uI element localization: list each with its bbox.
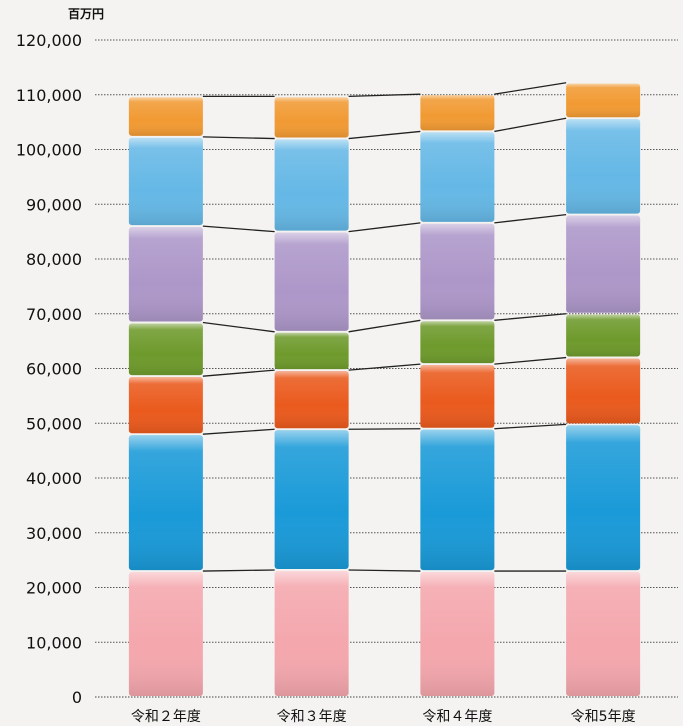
connector-line <box>348 363 421 371</box>
y-tick-label: 110,000 <box>16 86 82 105</box>
connector-line <box>202 369 275 377</box>
connector-line <box>202 225 275 233</box>
y-tick-label: 60,000 <box>26 360 82 379</box>
bar-segment-gloss <box>566 215 641 313</box>
bar-segment-gloss <box>420 95 495 131</box>
bar-segment-gloss <box>128 377 203 434</box>
bar-segment-gloss <box>128 137 203 226</box>
y-tick-label: 90,000 <box>26 195 82 214</box>
y-tick-label: 10,000 <box>26 633 82 652</box>
connector-line <box>494 356 567 365</box>
connector-line <box>494 117 567 133</box>
bar-segment-gloss <box>566 119 641 214</box>
y-tick-label: 20,000 <box>26 579 82 598</box>
bar-segment-gloss <box>128 97 203 136</box>
bar-segment-gloss <box>420 365 495 428</box>
bar-segment-gloss <box>566 83 641 118</box>
connector-line <box>348 222 421 233</box>
x-tick-label: 令和３年度 <box>277 709 347 725</box>
bar-segment-gloss <box>566 314 641 357</box>
bar-segment-gloss <box>274 232 349 331</box>
y-tick-label: 40,000 <box>26 469 82 488</box>
bar-segment-gloss <box>566 358 641 424</box>
y-tick-label: 80,000 <box>26 250 82 269</box>
bar-segment-gloss <box>566 572 641 696</box>
connector-line <box>494 214 567 224</box>
connector-line <box>202 428 275 435</box>
bar-segment-gloss <box>128 323 203 376</box>
connector-line <box>494 313 567 321</box>
bar-segment-gloss <box>274 570 349 696</box>
connector-line <box>202 321 275 333</box>
y-tick-label: 30,000 <box>26 524 82 543</box>
bar-segment-gloss <box>128 227 203 322</box>
bar-segment-gloss <box>274 430 349 569</box>
connector-line <box>348 428 421 430</box>
x-tick-label: 令和5年度 <box>571 709 636 725</box>
y-tick-label: 100,000 <box>16 141 82 160</box>
y-tick-label: 70,000 <box>26 305 82 324</box>
y-unit-label: 百万円 <box>68 7 104 21</box>
bar-segment-gloss <box>420 321 495 364</box>
bar-segment-gloss <box>420 429 495 571</box>
bar-segment-gloss <box>274 371 349 429</box>
bar-segment-gloss <box>128 435 203 571</box>
bar-segment-gloss <box>420 223 495 320</box>
bar-segment-gloss <box>274 139 349 231</box>
connector-line <box>348 319 421 333</box>
connector-line <box>348 93 421 98</box>
bar-segment-gloss <box>128 572 203 696</box>
connector-line <box>494 82 567 95</box>
bar-segment-gloss <box>566 425 641 571</box>
connector-line <box>202 569 275 572</box>
connector-line <box>348 569 421 572</box>
connector-line <box>202 136 275 140</box>
x-tick-label: 令和４年度 <box>422 709 492 725</box>
y-tick-label: 120,000 <box>16 31 82 50</box>
bar-segment-gloss <box>420 132 495 222</box>
bar-segment-gloss <box>420 572 495 696</box>
connector-line <box>348 130 421 140</box>
connector-line <box>494 423 567 430</box>
bar-segment-gloss <box>274 332 349 370</box>
y-tick-label: 0 <box>72 688 82 707</box>
bar-segment-gloss <box>274 97 349 138</box>
y-tick-label: 50,000 <box>26 414 82 433</box>
x-tick-label: 令和２年度 <box>131 709 201 725</box>
